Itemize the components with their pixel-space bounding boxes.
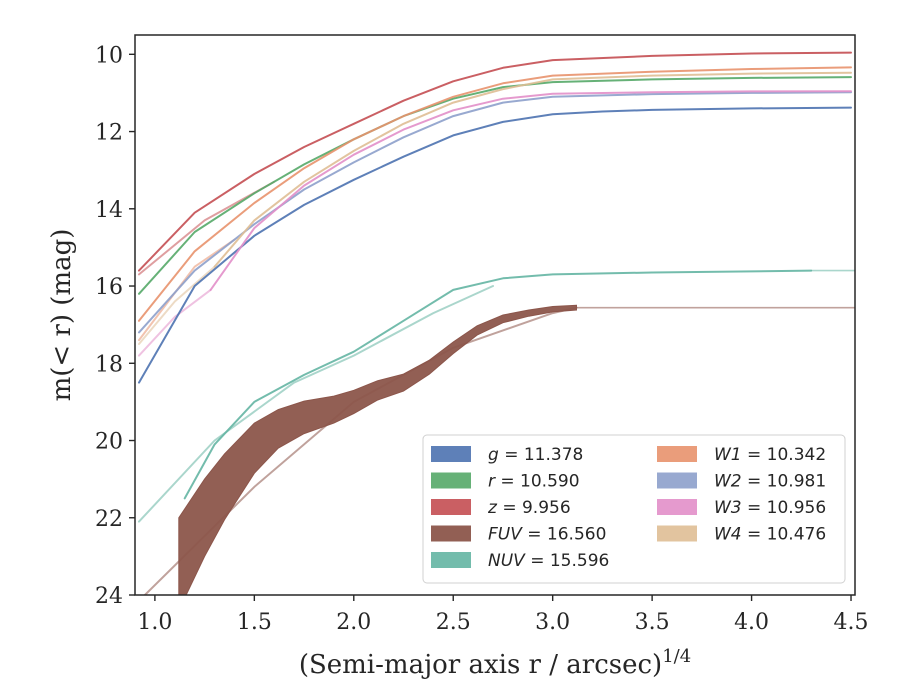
- legend-swatch-z: [431, 499, 471, 515]
- y-tick-label: 20: [95, 430, 123, 455]
- plot-data-layer: [138, 51, 855, 595]
- y-tick-label: 16: [95, 275, 123, 300]
- extrapolation-line-2: [138, 285, 494, 523]
- legend-variable: W3: [714, 498, 742, 518]
- y-axis-title: m(< r) (mag): [47, 229, 77, 402]
- legend-value: = 10.476: [742, 525, 827, 545]
- legend-swatch-g: [431, 446, 471, 462]
- legend-box: [422, 434, 846, 584]
- y-tick-label: 18: [95, 352, 123, 377]
- y-tick-label: 22: [95, 507, 123, 532]
- legend-value: = 10.981: [742, 472, 827, 492]
- extrapolation-line-6: [138, 288, 212, 357]
- axis-ticks: 1.0 1.5 2.0 2.5 3.0 3.5 4.0 4.5 10 12 14 16 18 20 22 24: [95, 43, 869, 635]
- series-line-w4: [213, 71, 852, 268]
- legend-value: = 9.956: [497, 498, 571, 518]
- legend-swatch-fuv: [431, 525, 471, 542]
- legend-value: = 15.596: [525, 551, 610, 571]
- extrapolation-line-5: [138, 238, 236, 342]
- x-tick-label: 4.0: [734, 610, 769, 635]
- series-line-w3: [209, 90, 852, 291]
- legend-label-w3: W3 = 10.956: [714, 498, 826, 518]
- series-band-fuv: [178, 304, 577, 595]
- x-axis-title-superscript: 1/4: [662, 646, 691, 667]
- legend-variable: r: [488, 472, 496, 492]
- legend-value: = 10.342: [742, 445, 827, 465]
- y-tick-label: 14: [95, 198, 123, 223]
- x-tick-label: 2.5: [436, 610, 471, 635]
- legend-value: = 10.590: [495, 472, 580, 492]
- legend-variable: z: [487, 498, 498, 518]
- legend-swatch-w4: [657, 525, 697, 542]
- legend-swatch-nuv: [431, 552, 471, 568]
- x-tick-label: 4.5: [834, 610, 869, 635]
- legend-swatch-w3: [657, 499, 697, 515]
- x-tick-label: 2.0: [336, 610, 371, 635]
- x-tick-label: 3.0: [535, 610, 570, 635]
- series-line-w2: [138, 91, 852, 334]
- y-tick-label: 10: [95, 43, 123, 68]
- extrapolation-line-7: [138, 265, 216, 345]
- legend-label-z: z = 9.956: [487, 498, 571, 518]
- legend-label-g: g = 11.378: [488, 445, 583, 465]
- series-line-w1: [138, 66, 852, 322]
- x-tick-label: 3.5: [635, 610, 670, 635]
- series-line-nuv: [183, 269, 813, 500]
- x-tick-label: 1.0: [137, 610, 172, 635]
- legend-variable: W1: [714, 445, 742, 465]
- legend-variable: FUV: [488, 525, 523, 545]
- x-axis-title: (Semi-major axis r / arcsec)1/4: [299, 646, 691, 680]
- legend-swatch-w1: [657, 446, 697, 462]
- x-tick-label: 1.5: [237, 610, 272, 635]
- legend-label-w2: W2 = 10.981: [714, 472, 826, 492]
- legend-value: = 10.956: [742, 498, 827, 518]
- legend-swatch-r: [431, 472, 471, 489]
- series-line-r: [138, 76, 852, 295]
- legend-value: = 11.378: [499, 445, 584, 465]
- x-axis-title-text: (Semi-major axis r / arcsec): [299, 650, 662, 680]
- legend-variable: g: [488, 445, 499, 465]
- legend-value: = 16.560: [522, 525, 607, 545]
- series-line-z: [138, 51, 852, 272]
- legend-label-w4: W4 = 10.476: [714, 525, 826, 545]
- legend-swatch-w2: [657, 472, 697, 489]
- y-tick-label: 24: [95, 584, 123, 609]
- legend-label-nuv: NUV = 15.596: [488, 551, 609, 571]
- y-tick-label: 12: [95, 121, 123, 146]
- plot-frame: [134, 34, 856, 596]
- legend-variable: W4: [714, 525, 742, 545]
- series-line-g: [138, 106, 852, 384]
- legend-label-fuv: FUV = 16.560: [488, 525, 606, 545]
- legend-variable: W2: [714, 472, 742, 492]
- legend-label-r: r = 10.590: [488, 472, 580, 492]
- legend-label-w1: W1 = 10.342: [714, 445, 826, 465]
- legend-variable: NUV: [488, 551, 526, 571]
